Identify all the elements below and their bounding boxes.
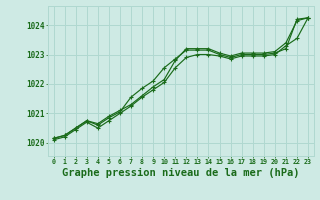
X-axis label: Graphe pression niveau de la mer (hPa): Graphe pression niveau de la mer (hPa) bbox=[62, 168, 300, 178]
